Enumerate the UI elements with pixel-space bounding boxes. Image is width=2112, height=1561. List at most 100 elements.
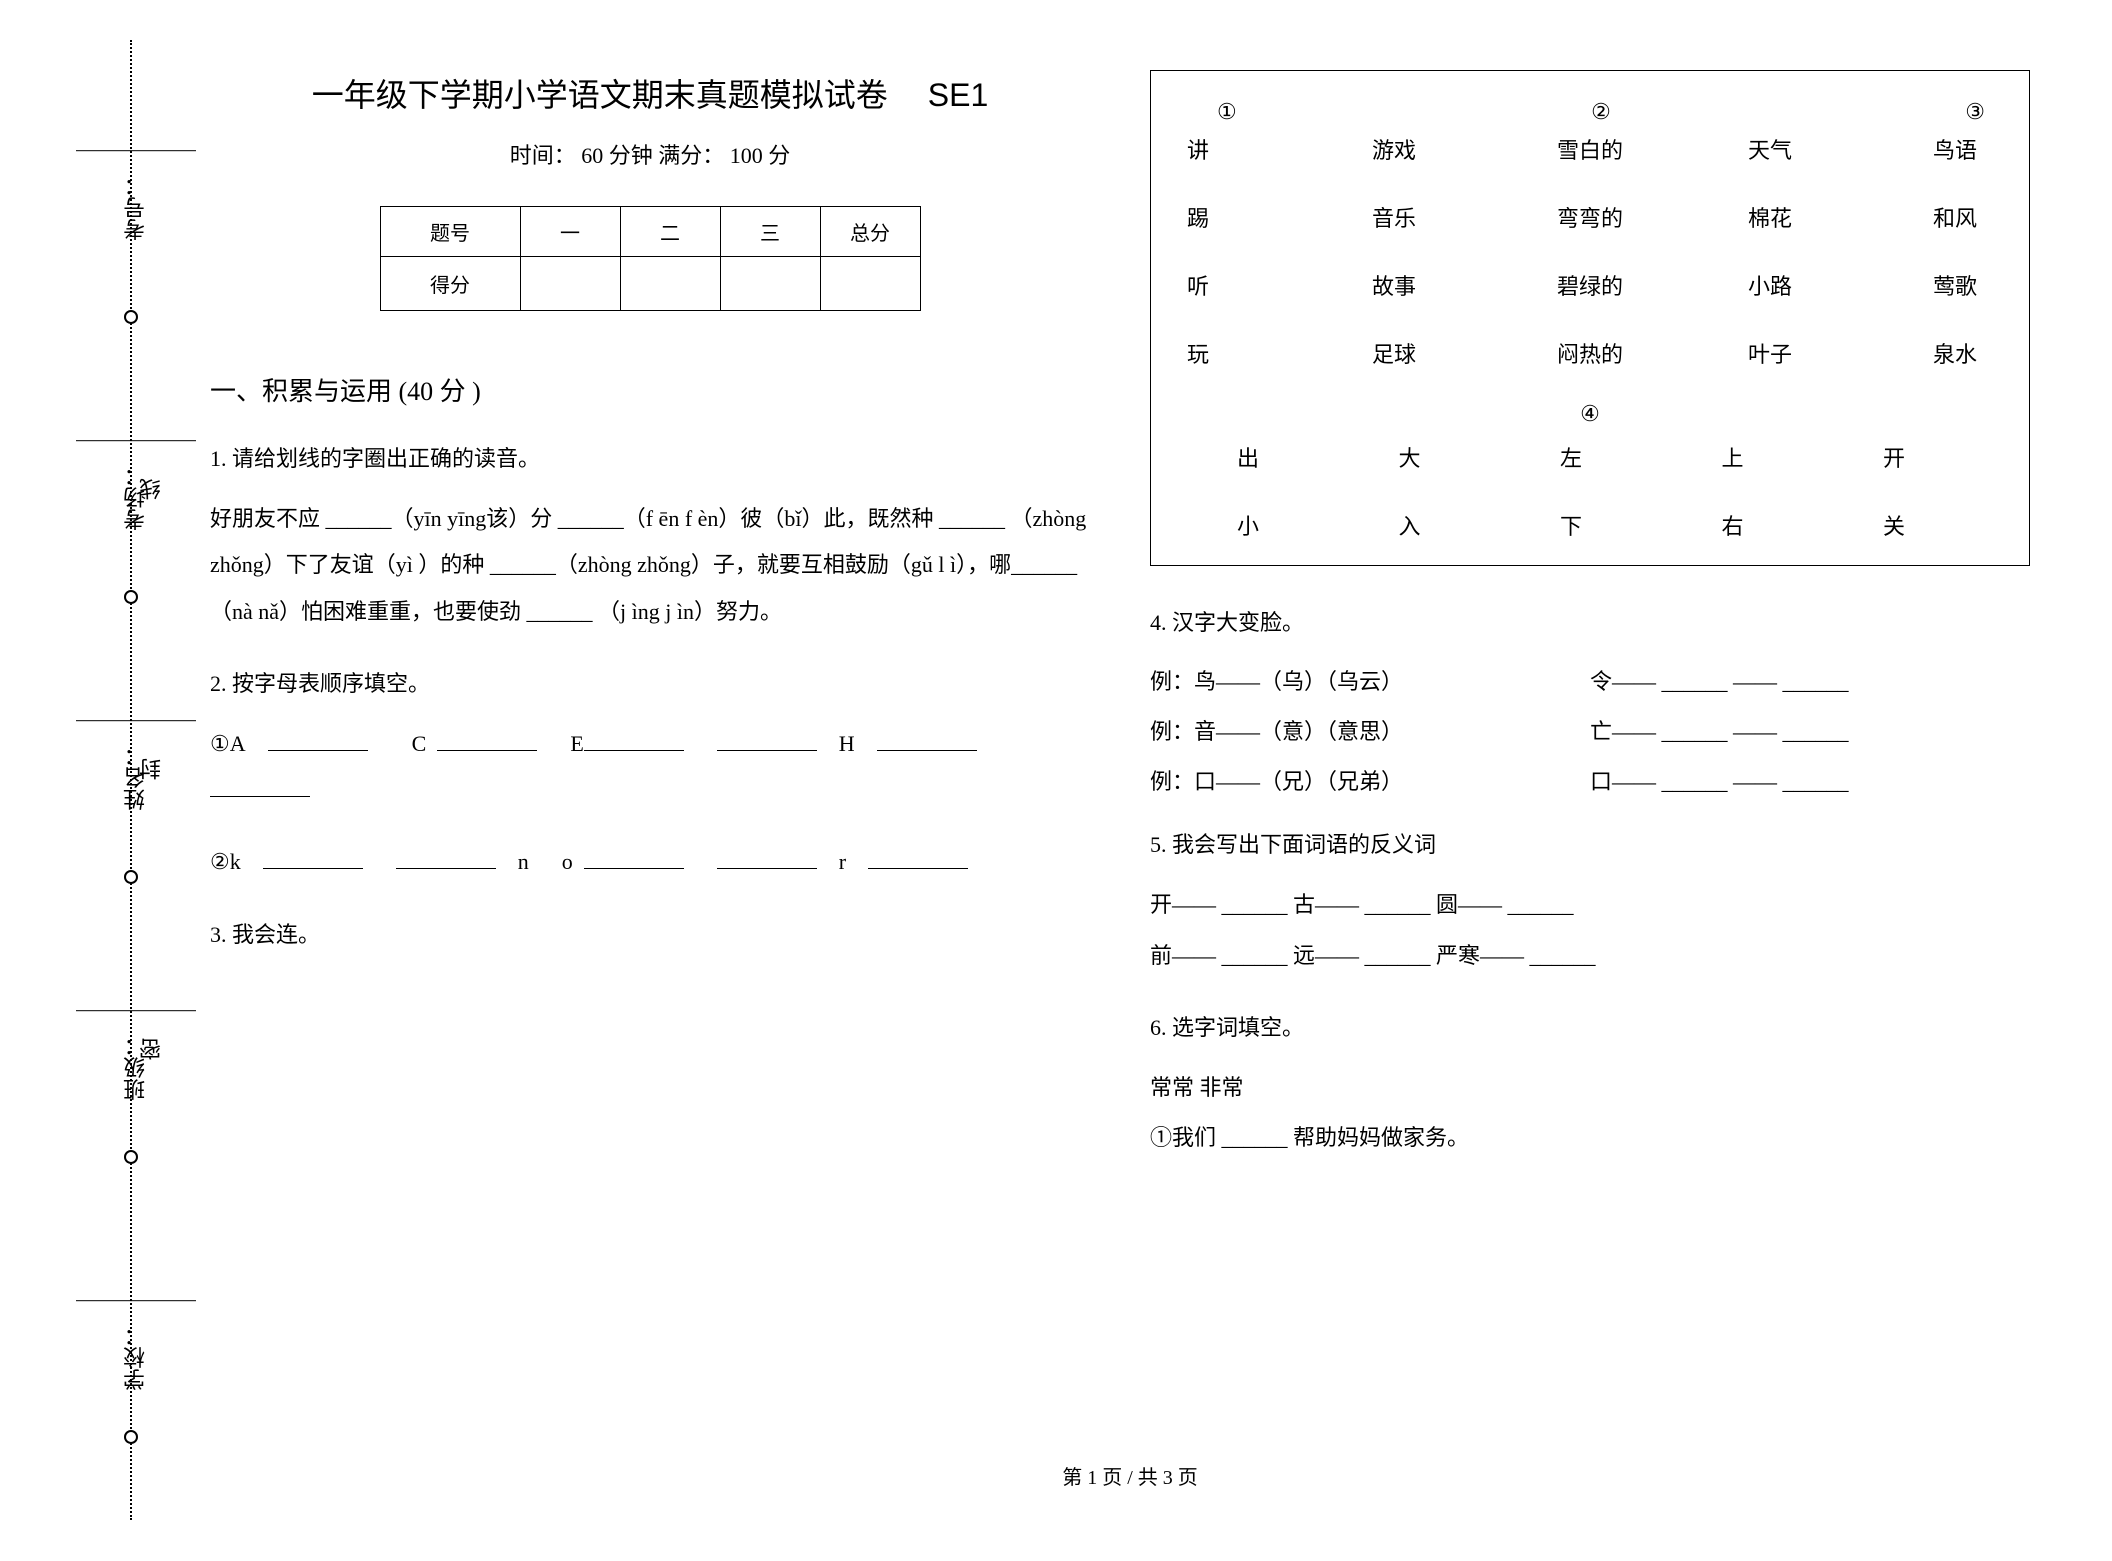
table-row: 得分: [380, 257, 920, 311]
seq-letter: r: [839, 849, 846, 874]
match-cell: 棉花: [1748, 201, 1808, 233]
exam-subtitle: 时间： 60 分钟 满分： 100 分: [210, 138, 1090, 170]
seq-letter: H: [839, 731, 855, 756]
blank[interactable]: [268, 727, 368, 751]
blank[interactable]: [210, 773, 310, 797]
match-cell: 踢: [1187, 201, 1247, 233]
q2-line2: ②k n o r: [210, 839, 1090, 885]
match-cell: 上: [1722, 441, 1782, 473]
match-cell: 莺歌: [1933, 269, 1993, 301]
q1-stem: 1. 请给划线的字圈出正确的读音。: [210, 436, 1090, 482]
label-class: 班级：: [76, 1010, 196, 1100]
label-examno: 考号：: [76, 150, 196, 240]
page-footer: 第 1 页 / 共 3 页: [210, 1461, 2050, 1490]
label-text: 班级：: [123, 1034, 148, 1100]
score-table: 题号 一 二 三 总分 得分: [380, 206, 921, 311]
title-row: 一年级下学期小学语文期末真题模拟试卷 SE1: [210, 70, 1090, 116]
page-content: 一年级下学期小学语文期末真题模拟试卷 SE1 时间： 60 分钟 满分： 100…: [210, 70, 2050, 1490]
seq-letter: ②k: [210, 849, 241, 874]
match-grid-1: 讲 游戏 雪白的 天气 鸟语 踢 音乐 弯弯的 棉花 和风 听 故事 碧绿的: [1187, 133, 1993, 369]
match-cell: 左: [1560, 441, 1620, 473]
match-cell: 雪白的: [1557, 133, 1623, 165]
match-cell: 小: [1237, 509, 1297, 541]
th-total: 总分: [820, 207, 920, 257]
match-cell: 碧绿的: [1557, 269, 1623, 301]
blank[interactable]: [584, 845, 684, 869]
match-cell: 闷热的: [1557, 337, 1623, 369]
q4-body: 例：鸟——（乌）（乌云） 令—— ______ —— ______ 例：音——（…: [1150, 660, 2030, 804]
blank[interactable]: [717, 845, 817, 869]
q5-line2: 前—— ______ 远—— ______ 严寒—— ______: [1150, 933, 2030, 979]
label-school: 学校：: [76, 1300, 196, 1390]
q4-row: 例：口——（兄）（兄弟） 口—— ______ —— ______: [1150, 760, 2030, 804]
match-cell: 讲: [1187, 133, 1247, 165]
q3-stem: 3. 我会连。: [210, 912, 1090, 958]
td-blank[interactable]: [720, 257, 820, 311]
example-right: 令—— ______ —— ______: [1590, 660, 2030, 704]
match-box: ① ② ③ 讲 游戏 雪白的 天气 鸟语 踢 音乐 弯弯的 棉花 和风: [1150, 70, 2030, 566]
blank[interactable]: [263, 845, 363, 869]
match-cell: 叶子: [1748, 337, 1808, 369]
match-cell: 入: [1399, 509, 1459, 541]
td-label: 得分: [380, 257, 520, 311]
q4-row: 例：音——（意）（意思） 亡—— ______ —— ______: [1150, 710, 2030, 754]
td-blank[interactable]: [520, 257, 620, 311]
q2-stem: 2. 按字母表顺序填空。: [210, 661, 1090, 707]
match-row: 出 大 左 上 开: [1237, 441, 1943, 473]
match-cell: 和风: [1933, 201, 1993, 233]
match-cell: 鸟语: [1933, 133, 1993, 165]
match-row: 小 入 下 右 关: [1237, 509, 1943, 541]
left-column: 一年级下学期小学语文期末真题模拟试卷 SE1 时间： 60 分钟 满分： 100…: [210, 70, 1090, 972]
binding-circle: [124, 1150, 138, 1164]
match-cell: 听: [1187, 269, 1247, 301]
blank[interactable]: [437, 727, 537, 751]
th-col: 三: [720, 207, 820, 257]
match-row: 听 故事 碧绿的 小路 莺歌: [1187, 269, 1993, 301]
match-cell: 开: [1883, 441, 1943, 473]
match-cell: 大: [1399, 441, 1459, 473]
example-left: 例：口——（兄）（兄弟）: [1150, 760, 1530, 804]
blank[interactable]: [877, 727, 977, 751]
match-row: 踢 音乐 弯弯的 棉花 和风: [1187, 201, 1993, 233]
match-cell: 足球: [1372, 337, 1432, 369]
binding-circle: [124, 1430, 138, 1444]
th-col: 一: [520, 207, 620, 257]
label-text: 考号：: [123, 174, 148, 240]
circled-num: ③: [1965, 99, 1985, 125]
blank[interactable]: [868, 845, 968, 869]
match-grid-2: 出 大 左 上 开 小 入 下 右 关: [1187, 441, 1993, 541]
match-cell: 出: [1237, 441, 1297, 473]
match-cell: 泉水: [1933, 337, 1993, 369]
exam-code: SE1: [928, 77, 988, 114]
binding-circle: [124, 870, 138, 884]
seq-letter: C: [412, 731, 427, 756]
blank[interactable]: [396, 845, 496, 869]
match-cell: 游戏: [1372, 133, 1432, 165]
binding-circle: [124, 310, 138, 324]
table-row: 题号 一 二 三 总分: [380, 207, 920, 257]
example-right: 口—— ______ —— ______: [1590, 760, 2030, 804]
match-row: 玩 足球 闷热的 叶子 泉水: [1187, 337, 1993, 369]
example-left: 例：鸟——（乌）（乌云）: [1150, 660, 1530, 704]
match-cell: 弯弯的: [1557, 201, 1623, 233]
blank[interactable]: [584, 727, 684, 751]
th-col: 二: [620, 207, 720, 257]
circled-num: ①: [1217, 99, 1237, 125]
label-room: 考场：: [76, 440, 196, 530]
match-cell: 关: [1883, 509, 1943, 541]
label-text: 姓名：: [123, 744, 148, 810]
q6-stem: 6. 选字词填空。: [1150, 1005, 2030, 1051]
q1-body: 好朋友不应 ______（yīn yīng该）分 ______（f ēn f è…: [210, 496, 1090, 635]
binding-margin: 密 封 线 学校： 班级： 姓名： 考场： 考号：: [0, 0, 190, 1561]
circled-num: ②: [1591, 99, 1611, 125]
label-name: 姓名：: [76, 720, 196, 810]
circled-num: ④: [1580, 401, 1600, 426]
q6-words: 常常 非常: [1150, 1065, 2030, 1111]
blank[interactable]: [717, 727, 817, 751]
td-blank[interactable]: [820, 257, 920, 311]
td-blank[interactable]: [620, 257, 720, 311]
match-row: 讲 游戏 雪白的 天气 鸟语: [1187, 133, 1993, 165]
match-cell: 故事: [1372, 269, 1432, 301]
match-cell: 下: [1560, 509, 1620, 541]
match-header-4: ④: [1187, 401, 1993, 427]
